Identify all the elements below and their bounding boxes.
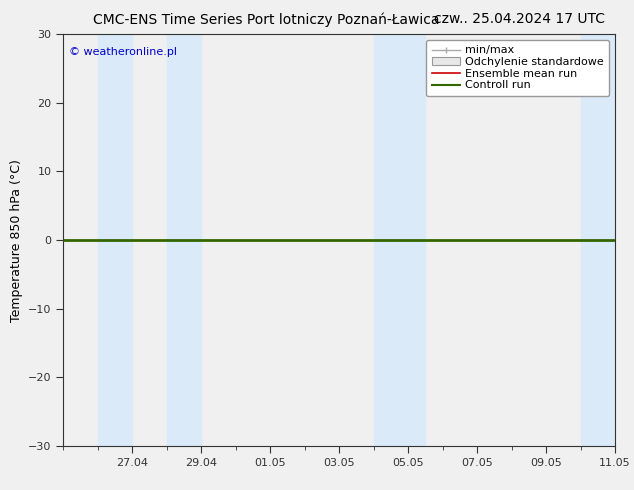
Bar <box>581 34 615 446</box>
Text: © weatheronline.pl: © weatheronline.pl <box>69 47 177 57</box>
Text: czw.. 25.04.2024 17 UTC: czw.. 25.04.2024 17 UTC <box>434 12 605 26</box>
Text: CMC-ENS Time Series Port lotniczy Poznań-Ławica: CMC-ENS Time Series Port lotniczy Poznań… <box>93 12 439 27</box>
Bar <box>373 34 425 446</box>
Legend: min/max, Odchylenie standardowe, Ensemble mean run, Controll run: min/max, Odchylenie standardowe, Ensembl… <box>426 40 609 96</box>
Bar <box>167 34 202 446</box>
Y-axis label: Temperature 850 hPa (°C): Temperature 850 hPa (°C) <box>10 159 23 321</box>
Bar <box>98 34 133 446</box>
